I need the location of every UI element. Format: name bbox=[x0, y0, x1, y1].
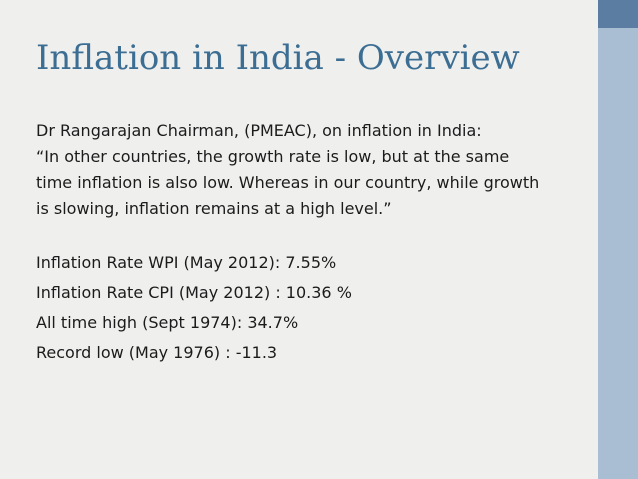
side-bar-top-segment bbox=[598, 0, 638, 28]
stat-cpi: Inflation Rate CPI (May 2012) : 10.36 % bbox=[36, 283, 352, 302]
stat-record-low: Record low (May 1976) : -11.3 bbox=[36, 343, 278, 362]
quote-intro: Dr Rangarajan Chairman, (PMEAC), on infl… bbox=[36, 121, 482, 140]
spacer bbox=[36, 222, 606, 248]
stat-wpi: Inflation Rate WPI (May 2012): 7.55% bbox=[36, 253, 337, 272]
stat-all-time-high: All time high (Sept 1974): 34.7% bbox=[36, 313, 299, 332]
quote-line-3: is slowing, inflation remains at a high … bbox=[36, 199, 392, 218]
side-bar-bottom-segment bbox=[598, 28, 638, 479]
quote-line-2: time inflation is also low. Whereas in o… bbox=[36, 173, 540, 192]
decorative-side-bar bbox=[598, 0, 638, 479]
slide-title: Inflation in India - Overview bbox=[36, 38, 520, 78]
quote-line-1: “In other countries, the growth rate is … bbox=[36, 147, 510, 166]
slide-body: Dr Rangarajan Chairman, (PMEAC), on infl… bbox=[36, 118, 606, 368]
